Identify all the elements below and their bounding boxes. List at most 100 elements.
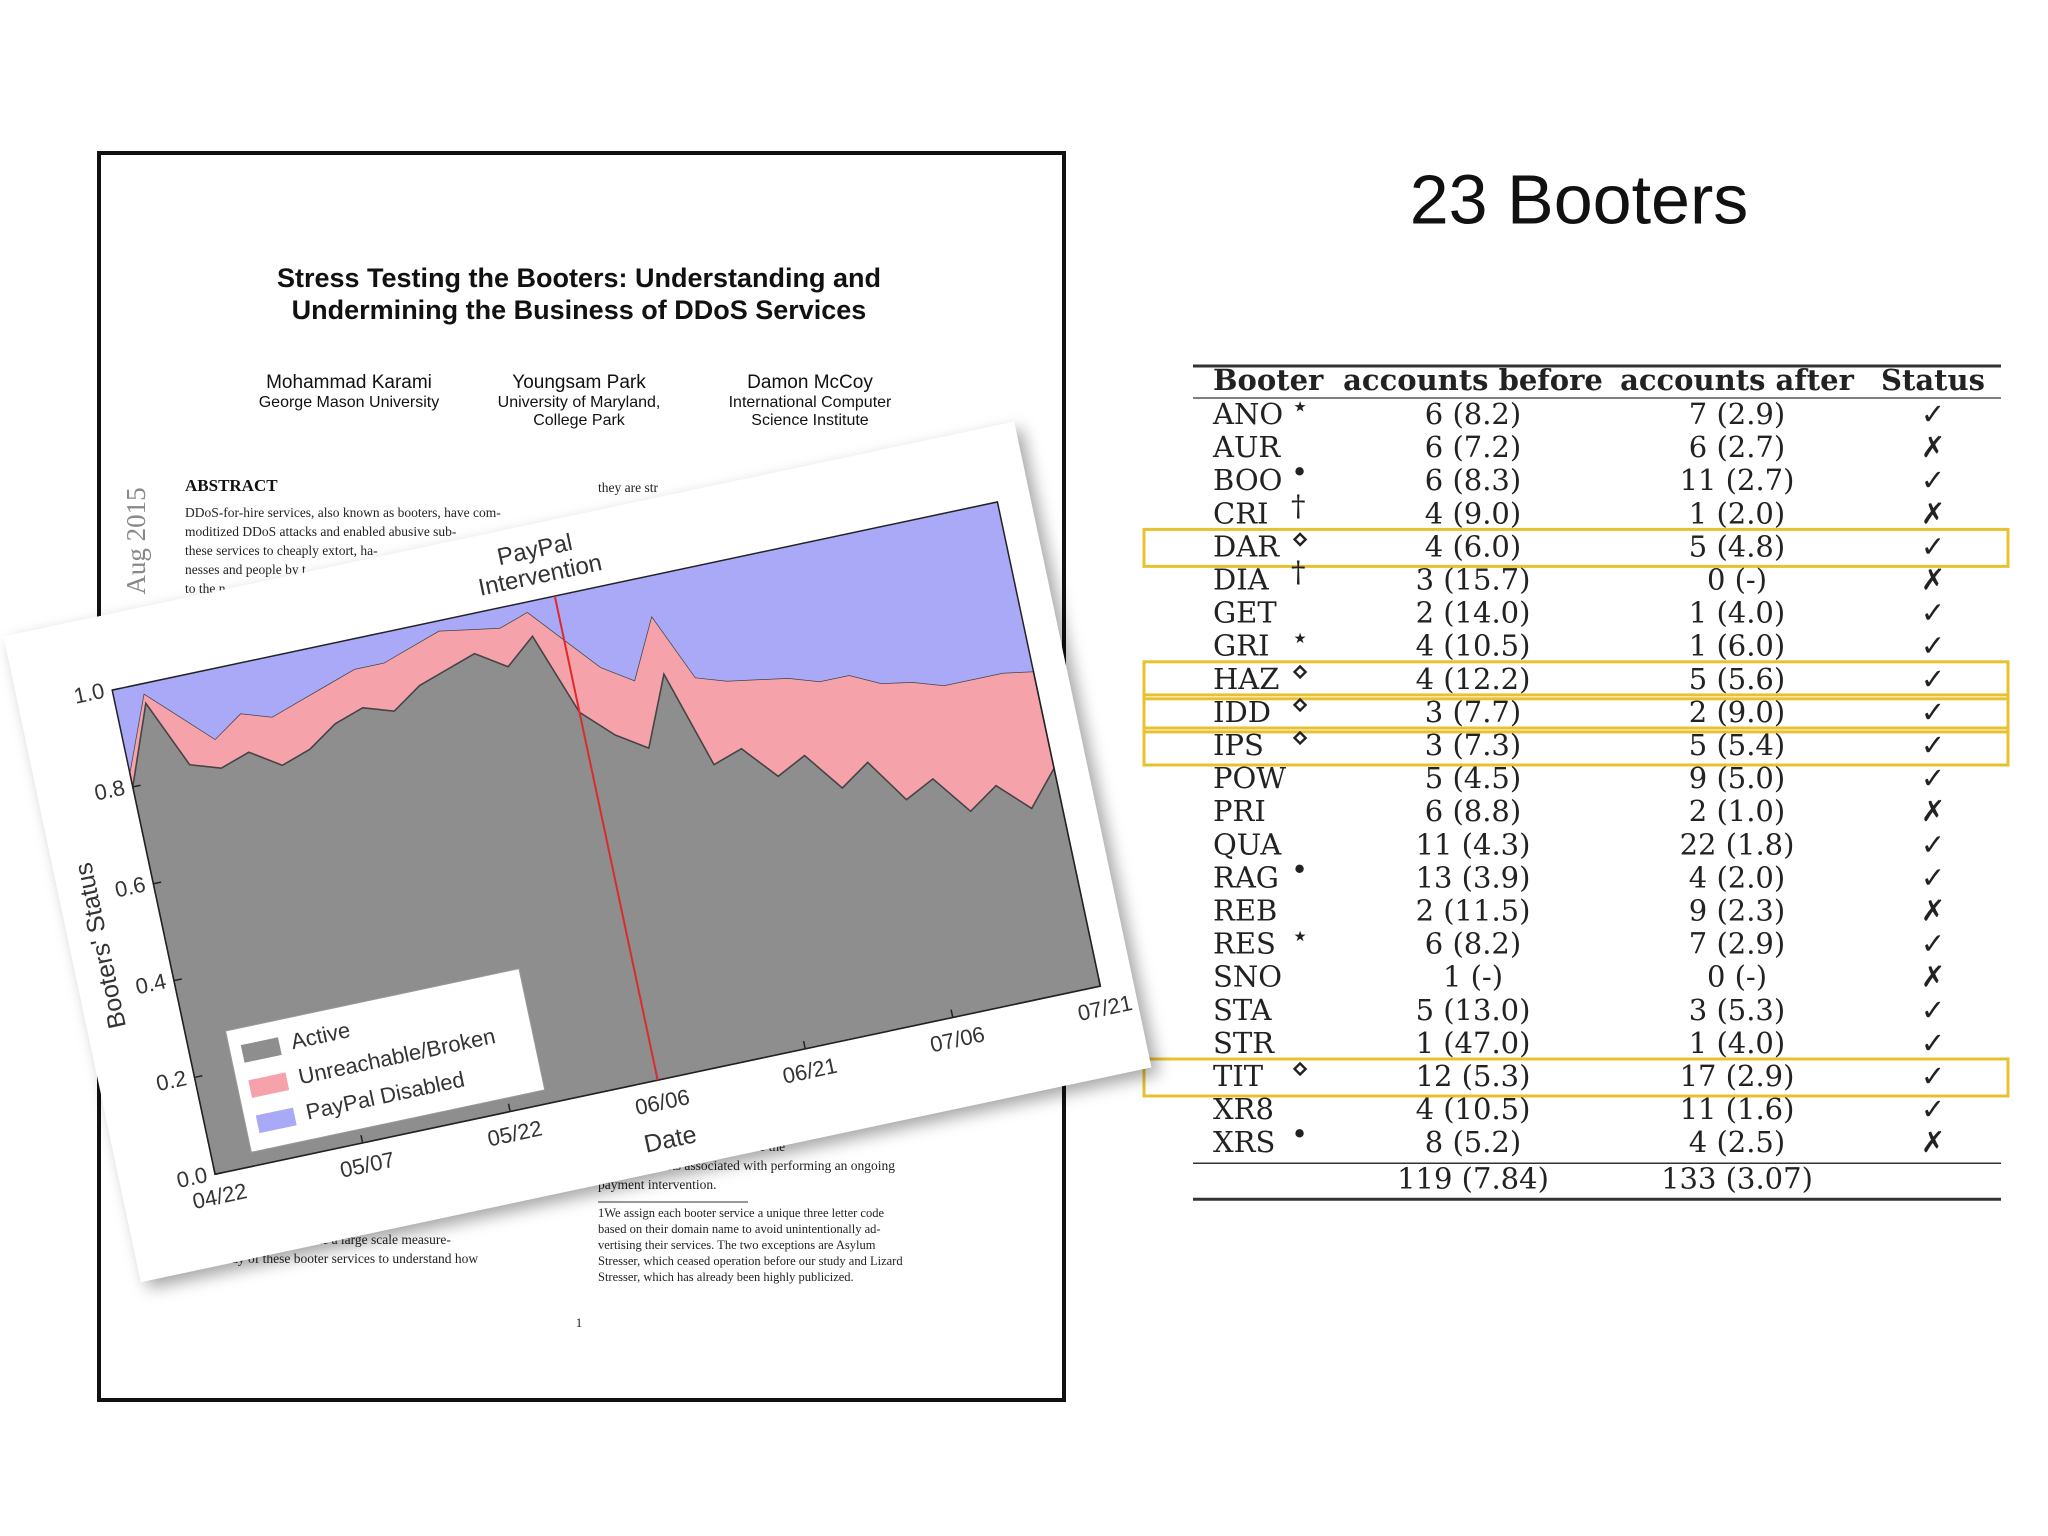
booter-marker: •	[1291, 1117, 1308, 1151]
accounts-before: 1 (47.0)	[1416, 1026, 1531, 1060]
author-affiliation: College Park	[533, 412, 626, 429]
legend-box	[224, 968, 546, 1153]
booter-code: IDD	[1213, 695, 1271, 729]
accounts-after: 11 (2.7)	[1680, 463, 1795, 497]
booter-marker: ⋆	[1291, 389, 1309, 423]
row-highlight	[1142, 1057, 2010, 1098]
y-tick	[153, 881, 162, 885]
status: ✓	[1921, 1059, 1945, 1093]
x-tick	[360, 1134, 364, 1144]
accounts-before: 1 (-)	[1443, 960, 1503, 994]
status: ✓	[1921, 927, 1945, 961]
accounts-after: 9 (5.0)	[1689, 761, 1785, 795]
author-name: Mohammad Karami	[266, 372, 432, 393]
x-tick	[950, 1009, 954, 1018]
table-header: Booter	[1213, 363, 1324, 397]
booter-code: SNO	[1213, 960, 1282, 994]
accounts-before: 4 (6.0)	[1425, 529, 1521, 563]
status: ✓	[1921, 761, 1945, 795]
accounts-before: 6 (8.3)	[1425, 463, 1521, 497]
side-stamp: Aug 2015	[121, 487, 151, 594]
booter-code: BOO	[1213, 463, 1282, 497]
y-tick-label: 0.6	[113, 872, 148, 903]
accounts-before: 5 (4.5)	[1425, 761, 1521, 795]
status: ✗	[1921, 563, 1945, 597]
booter-code: RES	[1213, 927, 1276, 961]
paper-text: DDoS-for-hire services, also known as bo…	[185, 505, 501, 520]
y-tick	[173, 978, 182, 982]
paper-text: moditized DDoS attacks and enabled abusi…	[185, 524, 457, 539]
accounts-after: 4 (2.5)	[1689, 1125, 1785, 1159]
paper-text: 1We assign each booter service a unique …	[598, 1206, 884, 1220]
x-tick	[212, 1166, 216, 1175]
status: ✓	[1921, 463, 1945, 497]
accounts-before: 12 (5.3)	[1416, 1059, 1531, 1093]
status: ✗	[1921, 960, 1945, 994]
booter-marker: ⋄	[1291, 720, 1309, 754]
author-affiliation: George Mason University	[259, 394, 440, 411]
paper-text: Stresser, which ceased operation before …	[598, 1254, 903, 1268]
accounts-before: 2 (14.0)	[1416, 596, 1531, 630]
author-affiliation: International Computer	[729, 394, 892, 411]
author-name: Youngsam Park	[512, 372, 646, 393]
intervention-line	[553, 595, 659, 1081]
accounts-before: 4 (10.5)	[1416, 629, 1531, 663]
accounts-before: 13 (3.9)	[1416, 860, 1531, 894]
author-affiliation: University of Maryland,	[498, 394, 661, 411]
booter-code: GET	[1213, 596, 1277, 630]
status: ✓	[1921, 827, 1945, 861]
booter-code: TIT	[1213, 1059, 1264, 1093]
y-tick	[214, 1171, 224, 1176]
booter-marker: †	[1291, 488, 1306, 522]
booter-table: Booter accounts before accounts after Statu…	[1142, 363, 2010, 1201]
accounts-after: 7 (2.9)	[1689, 927, 1785, 961]
accounts-after: 0 (-)	[1707, 960, 1767, 994]
booter-marker: ⋆	[1291, 621, 1309, 655]
accounts-before: 6 (8.2)	[1425, 927, 1521, 961]
status: ✗	[1921, 894, 1945, 928]
y-tick-label: 0.4	[133, 968, 168, 999]
page-number: 1	[576, 1315, 583, 1330]
status: ✓	[1921, 1026, 1945, 1060]
booter-code: XR8	[1213, 1092, 1274, 1126]
area	[112, 501, 1034, 773]
accounts-after: 5 (5.6)	[1689, 662, 1785, 696]
paper-text: these services to cheaply extort, ha-	[185, 543, 378, 558]
row-highlight	[1142, 527, 2010, 568]
accounts-before: 6 (8.8)	[1425, 794, 1521, 828]
accounts-before: 3 (15.7)	[1416, 563, 1531, 597]
x-tick	[802, 1040, 806, 1050]
accounts-after: 5 (5.4)	[1689, 728, 1785, 762]
accounts-before: 3 (7.7)	[1425, 695, 1521, 729]
figure-card: 0.00.20.40.60.81.004/2205/0705/2206/0606…	[3, 421, 1152, 1283]
author-name: Damon McCoy	[747, 372, 873, 393]
status: ✗	[1921, 496, 1945, 530]
accounts-after: 2 (9.0)	[1689, 695, 1785, 729]
booter-marker: †	[1291, 555, 1306, 589]
booter-code: CRI	[1213, 496, 1268, 530]
status: ✓	[1921, 695, 1945, 729]
legend-swatch	[255, 1107, 297, 1134]
accounts-before: 4 (9.0)	[1425, 496, 1521, 530]
booter-code: DAR	[1213, 529, 1280, 563]
accounts-after: 2 (1.0)	[1689, 794, 1785, 828]
status: ✓	[1921, 529, 1945, 563]
accounts-after: 9 (2.3)	[1689, 894, 1785, 928]
booter-code: IPS	[1213, 728, 1264, 762]
booter-marker: ⋄	[1291, 1051, 1309, 1085]
booter-code: ANO	[1212, 397, 1283, 431]
booter-code: POW	[1213, 761, 1286, 795]
y-tick	[132, 784, 141, 788]
booter-code: HAZ	[1213, 662, 1279, 696]
accounts-before: 5 (13.0)	[1416, 993, 1531, 1027]
booter-code: XRS	[1213, 1125, 1275, 1159]
accounts-after: 6 (2.7)	[1689, 430, 1785, 464]
y-tick-label: 0.0	[174, 1162, 209, 1193]
booter-code: STA	[1213, 993, 1273, 1027]
y-tick-label: 0.8	[92, 775, 127, 806]
status: ✗	[1921, 430, 1945, 464]
paper-text: they are str	[598, 480, 658, 495]
paper-text: payment intervention.	[598, 1177, 716, 1192]
